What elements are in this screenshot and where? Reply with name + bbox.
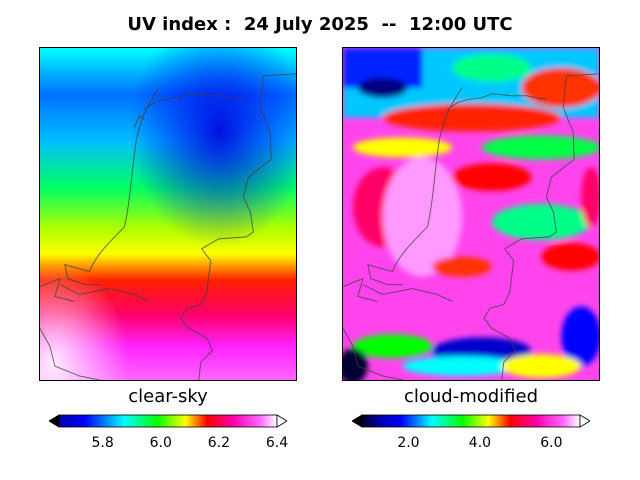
cloud-modified-map xyxy=(342,47,600,381)
colorbar-tick-label: 5.8 xyxy=(91,435,114,451)
colorbar-tick-label: 6.0 xyxy=(540,435,563,451)
clear-sky-map xyxy=(39,47,297,381)
cloud-modified-field xyxy=(343,48,599,380)
colorbar-tick-label: 2.0 xyxy=(397,435,420,451)
clear-sky-label: clear-sky xyxy=(128,386,208,407)
colorbar-tick-label: 6.2 xyxy=(207,435,230,451)
coastline-outline xyxy=(343,73,599,380)
page-title: UV index : 24 July 2025 -- 12:00 UTC xyxy=(127,14,513,35)
colorbar-tick-label: 6.0 xyxy=(149,435,172,451)
cloud-modified-colorbar xyxy=(352,414,590,428)
clear-sky-field xyxy=(40,48,296,380)
cloud-modified-label: cloud-modified xyxy=(403,386,539,407)
colorbar-tick-label: 6.4 xyxy=(265,435,289,451)
clear-sky-colorbar xyxy=(49,414,287,428)
colorbar-tick-label: 4.0 xyxy=(468,435,492,451)
coastline-outline xyxy=(40,73,296,380)
